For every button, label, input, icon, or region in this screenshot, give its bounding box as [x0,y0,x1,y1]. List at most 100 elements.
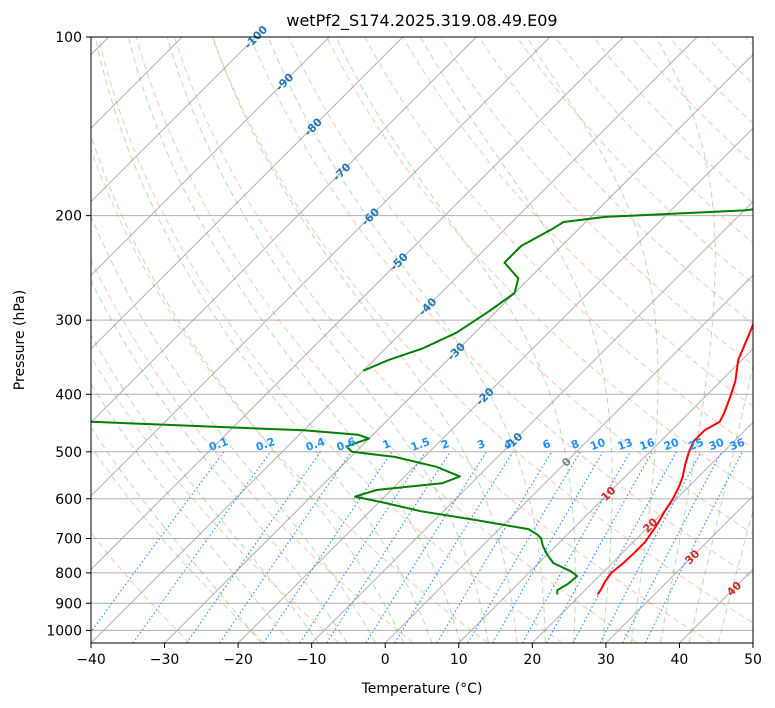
mixing-ratio-label: 20 [662,436,681,454]
axes: −40 −30 −20 −10 0 10 20 30 40 5010020030040050060… [46,30,762,668]
isotherm-line [605,495,753,643]
moist-adiabat [94,37,433,643]
isotherm-line [384,274,753,643]
dewpoint-profile [91,420,579,595]
x-tick-label: −30 [150,652,180,668]
mixing-ratio-label: 30 [707,436,726,454]
moist-adiabat [91,382,291,643]
y-axis-label: Pressure (hPa) [12,290,28,390]
moist-adiabat [91,133,405,643]
moist-adiabat [91,334,319,643]
moist-adiabat [267,37,546,643]
background-lines [91,37,753,643]
dry-adiabat [211,37,753,624]
dry-adiabat [91,445,265,643]
dry-adiabat [173,37,713,643]
mixing-ratio-line [546,451,653,643]
y-tick-label: 700 [55,532,82,548]
mixing-ratio-line [219,451,352,643]
plot-area [91,37,753,643]
moist-adiabat [166,37,489,643]
mixing-ratio-label: 6 [541,437,553,452]
y-tick-label: 400 [55,387,82,403]
isotherm-line [532,421,753,643]
dry-adiabat [478,37,753,325]
isotherm-line [311,201,753,643]
mixing-ratio-line [365,451,487,643]
moist-adiabat [717,509,753,643]
y-tick-label: 300 [55,313,82,329]
mixing-ratio-line [522,451,631,643]
isotherm-line [458,348,753,643]
moist-adiabat [526,37,659,643]
mixing-ratio-label: 0.1 [207,435,230,454]
dry-adiabat [288,37,753,535]
moist-adiabat [91,215,376,643]
x-tick-label: −10 [297,652,327,668]
profile-lines [91,208,753,596]
dry-adiabat [516,37,753,284]
mixing-ratio-label: 3 [475,437,487,452]
isotherm-line [91,37,256,203]
isotherm-line [91,37,551,497]
dry-adiabat [364,37,753,449]
mixing-ratio-label: 36 [728,436,747,454]
isotherm-line [164,53,753,643]
dry-adiabat [326,37,753,492]
mixing-ratio-label: 13 [616,436,635,453]
plot-frame [90,36,754,644]
x-tick-label: 10 [450,652,468,668]
x-tick-label: 0 [381,652,390,668]
x-tick-label: 40 [671,652,689,668]
mixing-ratio-label: 2 [439,437,451,452]
x-tick-label: −20 [223,652,253,668]
isotherm-line [91,37,330,276]
moist-adiabat [212,37,518,643]
dry-adiabat [402,37,753,407]
mixing-ratio-line [394,451,514,643]
isotherm-line [91,37,698,643]
mixing-ratio-label: 0.6 [335,435,358,454]
isotherm-line [91,37,477,423]
mixing-ratio-label: 1 [381,437,393,452]
mixing-ratio-line [467,451,581,643]
y-tick-label: 100 [55,30,82,46]
mixing-ratio-label: 25 [687,436,706,453]
moist-adiabat [688,362,753,643]
dry-adiabat [592,37,753,204]
mixing-ratio-label: 8 [569,437,581,452]
moist-adiabat [335,37,576,643]
x-axis-label: Temperature (°C) [361,681,483,697]
temperature-profile [596,322,753,596]
y-tick-label: 200 [55,209,82,225]
isotherm-line [91,37,624,571]
y-tick-label: 800 [55,566,82,582]
mixing-ratio-line [132,451,272,643]
isotherm-line [237,127,753,643]
mixing-ratio-label: 1.5 [409,435,432,454]
mixing-ratio-label: 10 [588,436,607,454]
mixing-ratio-label: 4 [502,437,514,452]
mixing-ratio-line [572,451,678,643]
mixing-ratio-label: 16 [638,436,657,454]
mixing-ratio-line [186,451,321,643]
chart-title: wetPf2_S174.2025.319.08.49.E09 [286,11,557,31]
x-tick-label: 30 [597,652,615,668]
isotherm-line [91,37,404,350]
dry-adiabat [91,258,414,643]
dry-adiabat [135,37,638,643]
y-tick-label: 1000 [46,623,82,639]
dry-adiabat [630,37,753,165]
mixing-ratio-line [492,451,604,643]
moist-adiabat [419,37,613,643]
dewpoint-profile-upper [362,208,753,372]
moist-adiabat [655,37,716,643]
x-tick-label: −40 [76,652,106,668]
dry-adiabat [97,37,563,643]
x-tick-label: 20 [523,652,541,668]
dry-adiabat [249,37,753,579]
y-tick-label: 900 [55,596,82,612]
mixing-ratio-line [436,451,553,643]
moist-adiabat [91,426,262,643]
